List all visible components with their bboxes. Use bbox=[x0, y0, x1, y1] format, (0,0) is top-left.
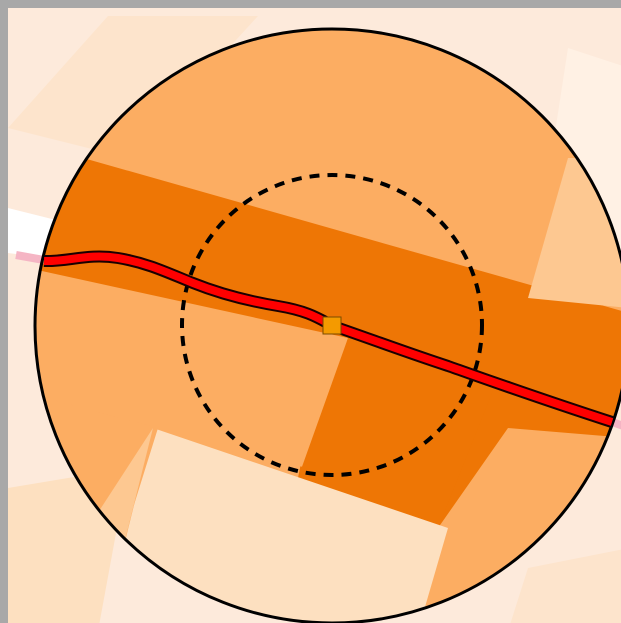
outer-tile bbox=[510, 549, 621, 623]
tile-dark bbox=[298, 338, 498, 528]
route-line[interactable] bbox=[43, 250, 614, 428]
route-segment-outside-left bbox=[15, 251, 45, 264]
inner-radius-circle bbox=[180, 173, 484, 477]
tile-light bbox=[103, 428, 448, 623]
outer-tile bbox=[8, 16, 258, 158]
map-canvas[interactable] bbox=[8, 8, 621, 623]
square-marker-icon[interactable] bbox=[322, 316, 342, 335]
buffer-circle bbox=[33, 27, 621, 623]
route-fill bbox=[43, 252, 614, 426]
